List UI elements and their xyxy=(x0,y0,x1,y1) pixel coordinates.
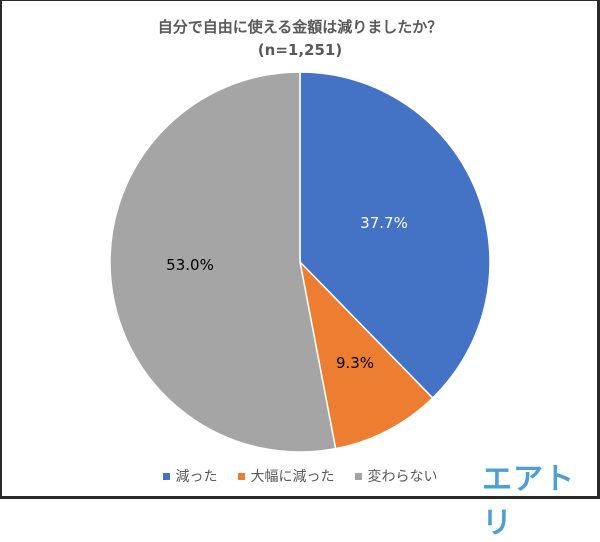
pie-slice-0 xyxy=(299,71,491,400)
legend-label: 変わらない xyxy=(367,469,438,485)
legend-item-greatly-decreased: 大幅に減った xyxy=(237,466,335,486)
legend-item-unchanged: 変わらない xyxy=(354,466,438,486)
pie-chart: 37.7% 9.3% 53.0% xyxy=(109,71,491,453)
pie-slice-2 xyxy=(109,71,337,453)
image-frame xyxy=(0,0,600,499)
legend: 減った 大幅に減った 変わらない xyxy=(0,466,600,486)
legend-swatch-icon xyxy=(162,472,170,480)
pie-slice-1 xyxy=(298,259,434,450)
legend-label: 減った xyxy=(175,469,218,485)
chart-title: 自分で自由に使える金額は減りましたか？ xyxy=(157,18,443,36)
slice-data-label: 53.0% xyxy=(166,256,214,274)
slice-data-label: 9.3% xyxy=(336,354,374,372)
airtrip-logo: エアトリ xyxy=(482,462,575,541)
chart-subtitle: (n=1,251) xyxy=(257,41,343,59)
legend-swatch-icon xyxy=(354,472,362,480)
legend-swatch-icon xyxy=(237,472,245,480)
legend-item-decreased: 減った xyxy=(162,466,218,486)
slice-data-label: 37.7% xyxy=(360,214,408,232)
legend-label: 大幅に減った xyxy=(250,469,335,485)
